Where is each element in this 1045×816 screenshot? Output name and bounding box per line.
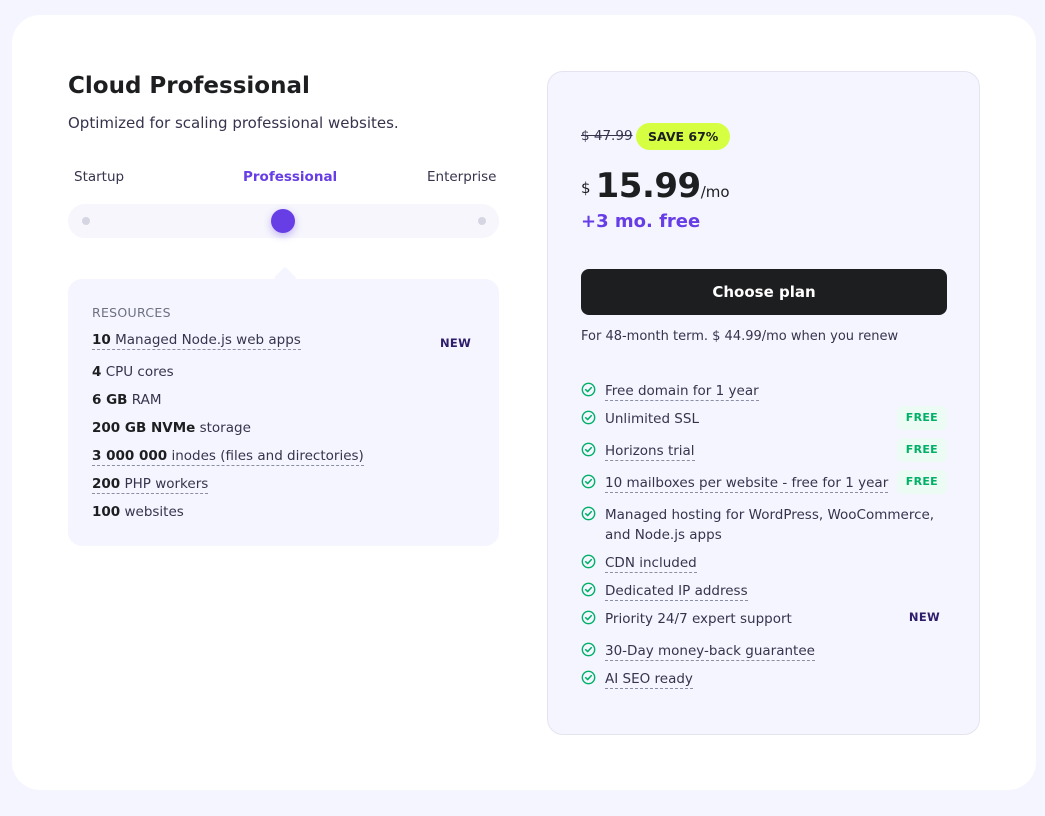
resource-inodes[interactable]: 3 000 000 inodes (files and directories)	[92, 448, 364, 466]
check-icon	[581, 582, 596, 597]
price-amount: 15.99	[595, 166, 702, 206]
plan-title: Cloud Professional	[68, 73, 310, 99]
free-badge: FREE	[896, 406, 947, 430]
check-icon	[581, 554, 596, 569]
slider-handle[interactable]	[271, 209, 295, 233]
resource-node-apps[interactable]: 10 Managed Node.js web apps	[92, 332, 301, 350]
check-icon	[581, 410, 596, 425]
choose-plan-button[interactable]: Choose plan	[581, 269, 947, 315]
resource-label: PHP workers	[120, 476, 209, 492]
resource-storage: 200 GB NVMe storage	[92, 420, 251, 436]
resource-label: CPU cores	[101, 364, 174, 380]
resource-value: 4	[92, 364, 102, 380]
tier-slider-track[interactable]	[68, 204, 499, 238]
tier-startup[interactable]: Startup	[74, 169, 125, 185]
check-icon	[581, 442, 596, 457]
resource-value: 3 000 000	[92, 448, 168, 464]
price-panel: $ 47.99 SAVE 67% $ 15.99/mo +3 mo. free …	[547, 71, 980, 735]
resource-label: storage	[195, 420, 251, 436]
tier-enterprise[interactable]: Enterprise	[427, 169, 497, 185]
current-price: $ 15.99/mo	[581, 166, 730, 206]
feature-label: Horizons trial	[605, 443, 695, 461]
resource-label: RAM	[127, 392, 162, 408]
resource-value: 6 GB	[92, 392, 128, 408]
resource-value: 10	[92, 332, 111, 348]
term-note: For 48-month term. $ 44.99/mo when you r…	[581, 329, 899, 344]
feature-label: Unlimited SSL	[605, 411, 699, 427]
original-price: $ 47.99	[581, 128, 633, 144]
slider-stop-enterprise[interactable]	[478, 217, 486, 225]
resources-panel: RESOURCES 10 Managed Node.js web apps NE…	[68, 279, 499, 546]
check-icon	[581, 642, 596, 657]
resource-php-workers[interactable]: 200 PHP workers	[92, 476, 209, 494]
check-icon	[581, 382, 596, 397]
new-badge: NEW	[908, 610, 940, 624]
check-icon	[581, 670, 596, 685]
feature-label: CDN included	[605, 555, 697, 573]
resource-label: Managed Node.js web apps	[110, 332, 301, 348]
save-badge: SAVE 67%	[636, 123, 731, 150]
feature-label: 30-Day money-back guarantee	[605, 643, 815, 661]
feature-label: Managed hosting for WordPress, WooCommer…	[605, 507, 935, 543]
resource-websites: 100 websites	[92, 504, 184, 520]
feature-label: AI SEO ready	[605, 671, 693, 689]
resource-ram: 6 GB RAM	[92, 392, 161, 408]
check-icon	[581, 610, 596, 625]
resource-label: websites	[120, 504, 184, 520]
new-badge: NEW	[440, 336, 472, 350]
plan-subtitle: Optimized for scaling professional websi…	[68, 114, 399, 132]
check-icon	[581, 474, 596, 489]
check-icon	[581, 506, 596, 521]
free-badge: FREE	[896, 438, 947, 462]
price-currency: $	[581, 179, 591, 197]
feature-label: 10 mailboxes per website - free for 1 ye…	[605, 475, 889, 493]
resource-cpu: 4 CPU cores	[92, 364, 174, 380]
bonus-months: +3 mo. free	[581, 211, 701, 232]
feature-label: Dedicated IP address	[605, 583, 748, 601]
free-badge: FREE	[896, 470, 947, 494]
slider-stop-startup[interactable]	[82, 217, 90, 225]
tier-professional[interactable]: Professional	[243, 169, 338, 185]
feature-label: Free domain for 1 year	[605, 383, 759, 401]
resource-value: 200	[92, 476, 121, 492]
resource-label: inodes (files and directories)	[167, 448, 364, 464]
feature-label: Priority 24/7 expert support	[605, 611, 792, 627]
resource-value: 200 GB NVMe	[92, 420, 196, 436]
price-period: /mo	[700, 183, 730, 201]
resource-value: 100	[92, 504, 121, 520]
resources-heading: RESOURCES	[92, 305, 171, 320]
